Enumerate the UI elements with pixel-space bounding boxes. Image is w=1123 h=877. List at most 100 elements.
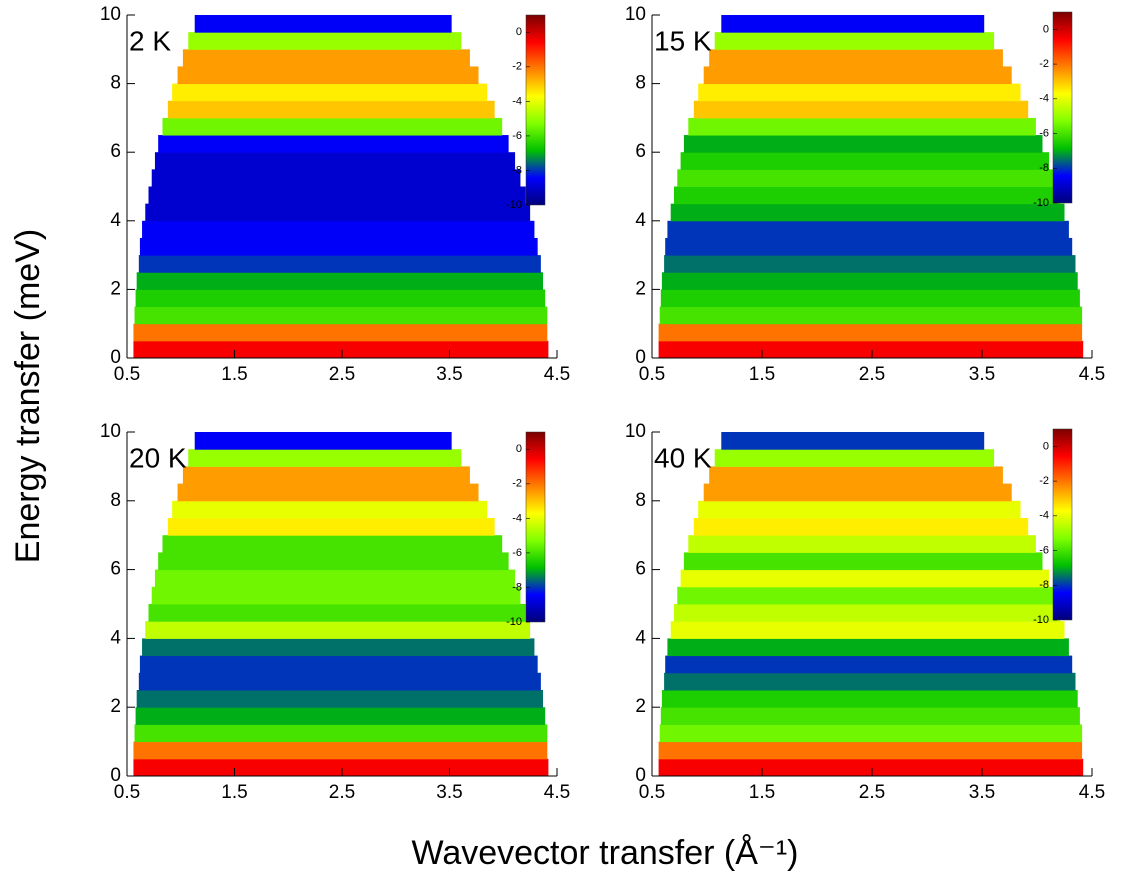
heatmap-cell (680, 569, 1050, 588)
y-tick-label: 2 (110, 696, 121, 717)
y-tick-label: 10 (100, 421, 121, 442)
y-tick-label: 6 (635, 141, 646, 162)
colorbar-tick-label: -8 (512, 164, 522, 176)
y-tick-label: 2 (635, 278, 646, 299)
y-tick-label: 10 (625, 421, 646, 442)
heatmap-cell (665, 237, 1073, 256)
colorbar-tick-label: -6 (1039, 544, 1049, 556)
heatmap-cell (188, 32, 462, 50)
colorbar-tick-label: -10 (506, 616, 522, 628)
colorbar-tick-label: -4 (1039, 93, 1049, 105)
heatmap-cell (172, 83, 488, 102)
x-tick-label: 3.5 (436, 364, 462, 385)
colorbar (525, 14, 546, 206)
heatmap-cell (133, 741, 548, 760)
heatmap-cell (172, 500, 488, 519)
x-tick-label: 3.5 (436, 782, 462, 803)
heatmap-cell (674, 186, 1061, 205)
heatmap-cell (698, 500, 1021, 519)
heatmap-cell (139, 237, 538, 256)
y-axis-label: Energy transfer (meV) (9, 229, 47, 563)
heatmap-cell (674, 604, 1061, 622)
y-tick-label: 4 (635, 210, 646, 231)
colorbar-tick-label: -10 (506, 199, 522, 211)
heatmap-cell (177, 483, 479, 502)
y-tick-label: 8 (635, 490, 646, 511)
heatmap-cell (145, 621, 531, 639)
heatmap-cell (683, 135, 1043, 153)
heatmap-cell (194, 432, 452, 450)
x-axis-label: Wavevector transfer (Å⁻¹) (412, 834, 799, 872)
colorbar-tick-label: -8 (1039, 162, 1049, 174)
heatmap-cell (134, 306, 548, 325)
y-tick-label: 10 (625, 4, 646, 25)
panel-label: 15 K (654, 25, 712, 56)
y-tick-label: 2 (635, 696, 646, 717)
heatmap-cell (134, 724, 548, 743)
heatmap-cell (151, 586, 521, 605)
heatmap-cell (714, 449, 995, 467)
heatmap-cell (680, 152, 1050, 170)
colorbar-tick-label: -6 (512, 547, 522, 559)
colorbar-tick-label: -2 (512, 478, 522, 490)
heatmap-cell (688, 117, 1036, 136)
heatmap-cell (677, 586, 1055, 605)
y-tick-label: 0 (110, 765, 121, 786)
heatmap-cell (714, 32, 995, 50)
heatmap-cell (664, 672, 1076, 691)
panel-label: 40 K (654, 442, 712, 473)
heatmap-cell (665, 655, 1073, 674)
colorbar-tick-label: -6 (1039, 127, 1049, 139)
x-tick-label: 4.5 (1079, 364, 1105, 385)
colorbar-tick-label: -6 (512, 130, 522, 142)
heatmap-cell (167, 518, 495, 536)
heatmap-cell (188, 449, 462, 467)
y-tick-label: 4 (635, 627, 646, 648)
x-tick-label: 2.5 (329, 782, 355, 803)
x-tick-label: 0.5 (114, 782, 140, 803)
y-tick-label: 6 (635, 559, 646, 580)
colorbar (1052, 11, 1073, 204)
heatmap-cell (151, 169, 521, 187)
heatmap-cell (670, 203, 1065, 222)
y-tick-label: 6 (110, 559, 121, 580)
heatmap-cell (659, 724, 1083, 743)
y-tick-label: 8 (110, 73, 121, 94)
heatmap-cell (148, 186, 526, 205)
x-tick-label: 2.5 (329, 364, 355, 385)
heatmap-cell (667, 220, 1069, 239)
heatmap-cell (136, 690, 544, 708)
heatmap-cell (670, 621, 1065, 639)
heatmap-cell (145, 203, 531, 222)
x-tick-label: 1.5 (749, 364, 775, 385)
colorbar-tick-label: -2 (1039, 475, 1049, 487)
y-tick-label: 0 (635, 765, 646, 786)
heatmap-cell (677, 169, 1055, 187)
colorbar-tick-label: -8 (512, 581, 522, 593)
heatmap-cell (138, 255, 541, 273)
heatmap-cell (667, 638, 1069, 657)
x-tick-label: 3.5 (969, 364, 995, 385)
y-tick-label: 2 (110, 278, 121, 299)
heatmap-cell (659, 306, 1083, 325)
heatmap-cell (154, 569, 516, 588)
x-tick-label: 3.5 (969, 782, 995, 803)
colorbar-tick-label: 0 (516, 26, 522, 38)
heatmap-cell (182, 466, 470, 485)
colorbar-tick-label: -10 (1033, 197, 1049, 209)
colorbar-tick-label: -2 (512, 61, 522, 73)
y-tick-label: 6 (110, 141, 121, 162)
heatmap-cell (660, 289, 1080, 308)
x-tick-label: 0.5 (639, 364, 665, 385)
heatmap-cell (133, 323, 548, 342)
x-tick-label: 2.5 (859, 782, 885, 803)
x-tick-label: 4.5 (544, 364, 570, 385)
heatmap-cell (709, 466, 1003, 485)
heatmap-cell (721, 432, 985, 450)
heatmap-cell (709, 49, 1003, 67)
panel-label: 2 K (129, 25, 171, 56)
y-tick-label: 0 (635, 347, 646, 368)
heatmap-cell (693, 518, 1029, 536)
heatmap-cell (658, 340, 1084, 359)
